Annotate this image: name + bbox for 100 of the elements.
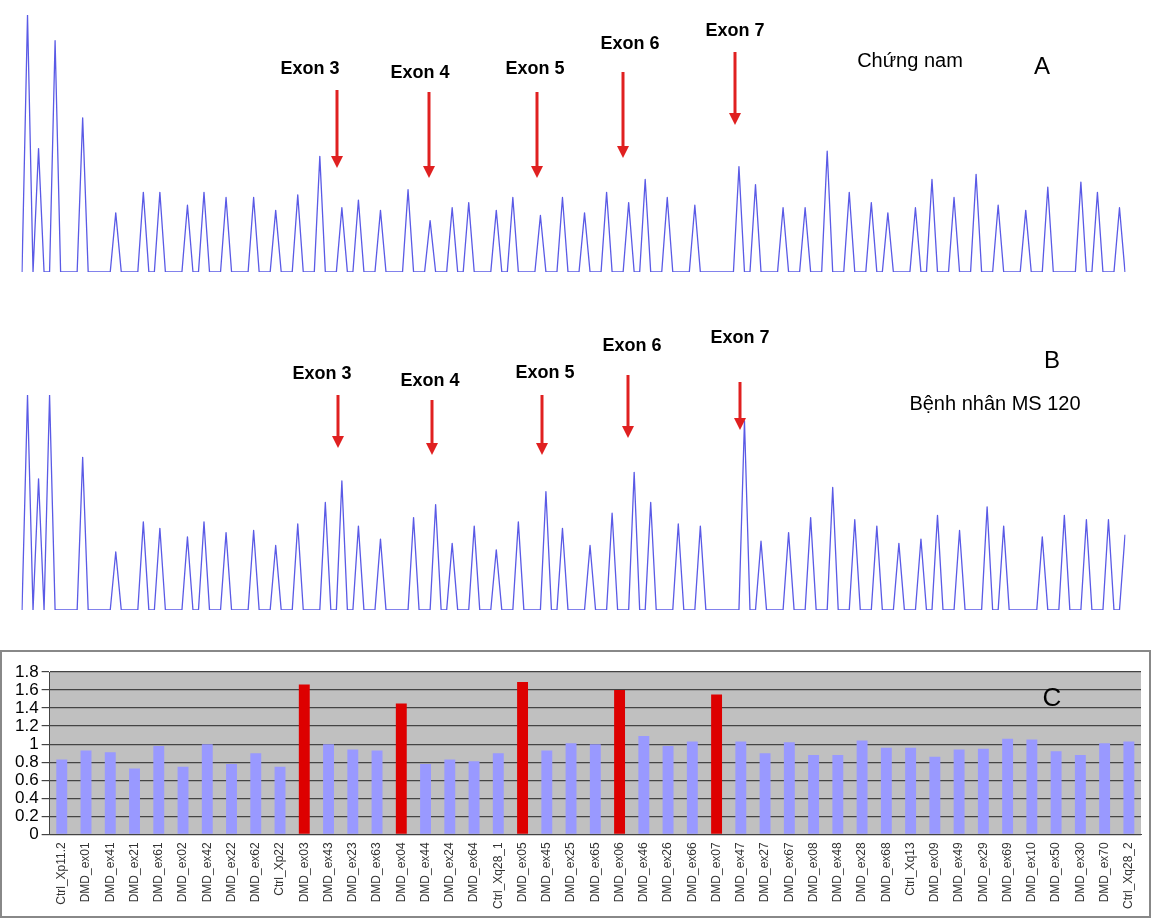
x-tick-label: DMD_ex46 [636,841,651,903]
bar [104,752,116,834]
bar [226,763,237,834]
bar [56,759,68,834]
annotation: C [1042,681,1062,713]
bar [856,740,868,834]
bar [808,754,820,834]
x-tick-label: DMD_ex08 [805,841,820,903]
x-tick-label: DMD_ex50 [1048,841,1063,903]
y-tick-label: 0 [29,823,39,843]
x-tick-label: Ctrl_Xp22 [272,841,287,896]
annotation: Exon 3 [280,57,340,79]
x-tick-label: DMD_ex07 [708,841,723,903]
x-tick-label: DMD_ex22 [223,841,238,903]
bar [614,690,626,834]
bar [565,743,577,834]
bar [880,747,892,834]
x-tick-label: DMD_ex45 [539,841,554,903]
x-tick-label: DMD_ex70 [1096,841,1111,903]
text: Exon 4 [400,369,460,391]
bar [323,744,334,834]
y-tick-label: 0.4 [14,787,39,807]
bar [953,749,965,834]
x-tick-label: DMD_ex44 [417,841,432,903]
x-tick-label: DMD_ex41 [102,841,117,903]
bar [250,753,262,834]
bar [929,756,941,834]
annotation: Exon 6 [600,32,660,54]
x-tick-label: DMD_ex26 [660,841,675,903]
x-tick-label: DMD_ex24 [442,841,457,903]
bar [662,745,674,834]
bar [517,681,529,834]
annotation: Bệnh nhân MS 120 [909,391,1081,415]
x-tick-label: DMD_ex28 [854,841,869,903]
x-tick-label: DMD_ex01 [78,841,93,903]
text: Exon 5 [515,361,575,383]
x-tick-label: DMD_ex27 [757,841,772,903]
bar [832,754,844,834]
annotation: A [1033,52,1051,80]
bar [759,753,771,834]
y-tick-label: 1.6 [14,679,39,699]
x-tick-label: DMD_ex64 [466,841,481,903]
x-tick-label: DMD_ex04 [393,841,408,903]
bar [541,750,553,834]
x-tick-label: DMD_ex47 [733,841,748,903]
bar [80,750,92,834]
bar [177,766,189,834]
x-tick-label: DMD_ex21 [126,841,141,903]
x-tick-label: DMD_ex06 [611,841,626,903]
x-tick-label: Ctrl_Xq13 [902,841,917,896]
x-tick-label: Ctrl_Xq28_2 [1121,841,1136,910]
bar [420,763,432,834]
x-tick-label: DMD_ex30 [1072,841,1087,903]
bar [1002,738,1014,834]
annotation: Exon 7 [705,19,765,41]
bar [1099,743,1111,834]
bar [905,747,917,834]
x-tick-label: DMD_ex68 [878,841,893,903]
bar [638,736,650,834]
y-tick-label: 0.6 [14,769,39,789]
x-tick-label: DMD_ex66 [684,841,699,903]
y-tick-label: 1.8 [14,661,39,681]
x-tick-label: DMD_ex02 [175,841,190,903]
x-tick-label: DMD_ex61 [151,841,166,903]
bar [371,750,383,834]
bar [1074,754,1086,834]
text: B [1043,346,1061,374]
annotation: Exon 5 [505,57,565,79]
y-tick-label: 1.2 [14,715,39,735]
y-tick-label: 0.2 [14,805,39,825]
bar [1026,739,1038,834]
x-tick-label: DMD_ex25 [563,841,578,903]
y-tick-label: 1 [29,733,39,753]
x-tick-label: DMD_ex09 [927,841,942,903]
bar [783,742,795,834]
annotation: Exon 4 [390,61,450,83]
bar [686,741,698,834]
x-tick-label: DMD_ex65 [587,841,602,903]
bar [129,768,140,834]
x-tick-label: DMD_ex63 [369,841,384,903]
x-tick-label: DMD_ex49 [951,841,966,903]
x-tick-label: DMD_ex29 [975,841,990,903]
x-tick-label: DMD_ex48 [830,841,845,903]
text: Exon 7 [710,326,770,348]
bar [589,744,601,834]
x-tick-label: DMD_ex62 [248,841,263,903]
bar [395,703,407,834]
bar [347,749,359,834]
x-tick-label: DMD_ex43 [320,841,335,903]
x-tick-label: Ctrl_Xp11.2 [54,841,69,905]
annotation: Chứng nam [857,48,963,72]
bar [1123,741,1135,834]
y-tick-label: 1.4 [14,697,39,717]
x-tick-label: DMD_ex03 [296,841,311,903]
x-tick-label: Ctrl_Xq28_1 [490,841,505,910]
x-tick-label: DMD_ex05 [514,841,529,903]
bar [711,694,723,834]
bar [492,753,504,834]
text: Exon 3 [292,362,352,384]
y-tick-label: 0.8 [14,751,39,771]
